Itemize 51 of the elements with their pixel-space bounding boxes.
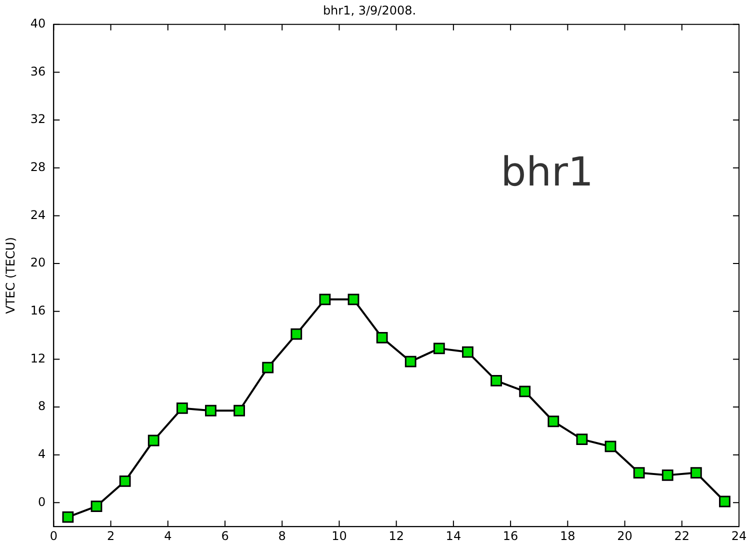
y-tick-label: 4 xyxy=(38,446,46,461)
point xyxy=(633,467,645,478)
point xyxy=(90,500,102,512)
point xyxy=(548,416,560,428)
point xyxy=(404,356,416,368)
y-axis-title: VTEC (TECU) xyxy=(3,237,18,314)
point xyxy=(319,294,331,306)
point xyxy=(462,346,474,358)
point xyxy=(290,328,302,340)
annotation: bhr1 xyxy=(500,149,594,196)
point xyxy=(262,362,274,374)
x-tick-label: 8 xyxy=(278,528,286,543)
point xyxy=(719,496,730,508)
point xyxy=(604,440,616,452)
point xyxy=(176,402,188,414)
x-tick-label: 2 xyxy=(106,528,115,543)
x-tick-label: 22 xyxy=(674,528,690,543)
x-tick-label: 6 xyxy=(221,528,229,543)
point xyxy=(662,469,674,481)
y-tick-label: 16 xyxy=(30,303,46,318)
x-tick-label: 12 xyxy=(388,528,404,543)
x-tick-label: 10 xyxy=(332,528,347,543)
x-tick-label: 4 xyxy=(164,528,172,543)
point xyxy=(519,386,531,398)
x-tick-label: 0 xyxy=(50,528,58,543)
x-tick-label: 18 xyxy=(560,528,576,543)
point xyxy=(690,467,702,478)
y-tick-label: 40 xyxy=(30,16,46,31)
point xyxy=(490,375,502,386)
y-tick-label: 24 xyxy=(30,208,46,222)
chart-title: bhr1, 3/9/2008. xyxy=(322,3,416,18)
x-tick-label: 14 xyxy=(446,528,462,543)
x-tick-label: 16 xyxy=(502,528,518,543)
point xyxy=(62,511,74,523)
point xyxy=(348,294,360,306)
y-tick-label: 36 xyxy=(30,64,46,78)
point xyxy=(376,332,388,344)
y-tick-label: 20 xyxy=(30,256,46,270)
y-tick-label: 32 xyxy=(30,112,46,126)
y-tick-label: 12 xyxy=(30,351,46,366)
y-tick-label: 28 xyxy=(30,160,46,174)
point xyxy=(576,434,588,446)
point xyxy=(205,404,216,416)
point xyxy=(148,434,160,446)
point xyxy=(119,475,131,487)
y-tick-label: 8 xyxy=(38,399,46,414)
point xyxy=(433,342,445,354)
x-tick-label: 20 xyxy=(617,528,632,543)
x-tick-label: 24 xyxy=(731,528,747,543)
y-tick-label: 0 xyxy=(38,494,46,509)
point xyxy=(234,404,245,416)
